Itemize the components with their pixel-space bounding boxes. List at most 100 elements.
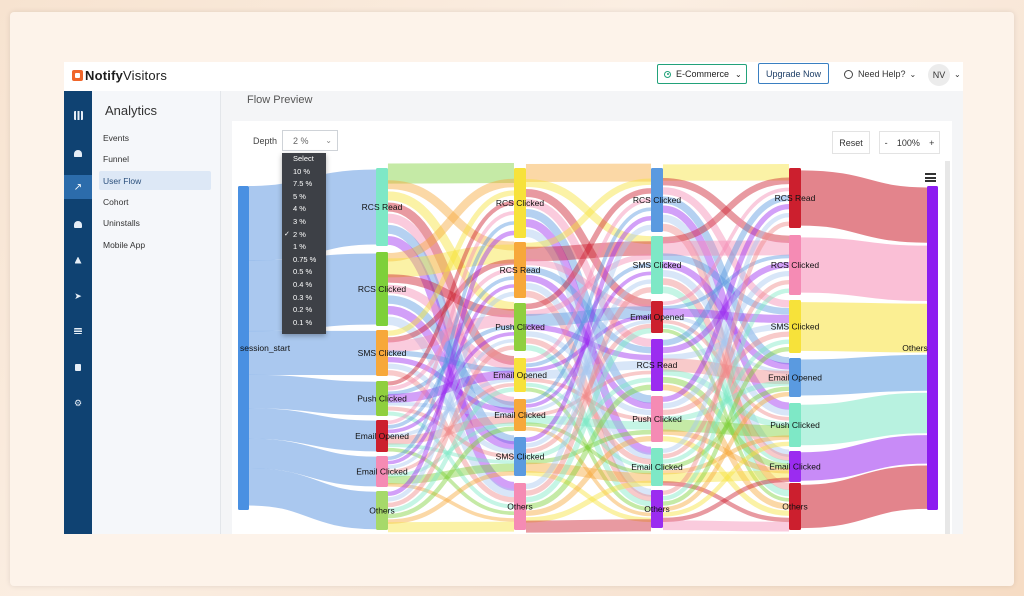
flow-link[interactable] [525, 287, 652, 496]
flow-link[interactable] [525, 209, 652, 404]
sidebar-item-user-flow[interactable]: User Flow [99, 171, 211, 190]
flow-link[interactable] [387, 190, 515, 336]
flow-link[interactable] [525, 198, 652, 363]
flow-node[interactable] [651, 236, 663, 294]
flow-link[interactable] [387, 463, 515, 485]
flow-link[interactable] [662, 435, 790, 475]
flow-link[interactable] [387, 274, 515, 318]
flow-link[interactable] [387, 211, 515, 425]
flow-node[interactable] [514, 358, 526, 392]
flow-link[interactable] [662, 254, 790, 310]
flow-link[interactable] [525, 178, 652, 250]
hierarchy-icon[interactable] [64, 248, 92, 272]
flow-link[interactable] [525, 229, 652, 497]
flow-link[interactable] [387, 325, 515, 396]
flow-link[interactable] [525, 219, 652, 455]
flow-link[interactable] [662, 177, 790, 244]
flow-node[interactable] [651, 339, 663, 391]
flow-node[interactable] [376, 330, 388, 376]
dashboard-icon[interactable] [64, 141, 92, 165]
flow-link[interactable] [525, 266, 652, 354]
flow-link[interactable] [387, 521, 515, 533]
flow-link[interactable] [800, 392, 928, 446]
dropdown-option[interactable]: 3 % [293, 216, 306, 226]
flow-link[interactable] [387, 401, 515, 417]
flow-link[interactable] [662, 386, 790, 470]
flow-link[interactable] [525, 470, 652, 523]
flow-node[interactable] [514, 483, 526, 530]
dropdown-option[interactable]: 0.2 % [293, 305, 313, 315]
flow-node[interactable] [651, 490, 663, 528]
brand-logo[interactable]: NotifyVisitors [72, 68, 167, 83]
flow-link[interactable] [387, 284, 515, 465]
dropdown-option[interactable]: 0.75 % [293, 254, 317, 264]
flow-link[interactable] [387, 382, 515, 474]
sidebar-item-events[interactable]: Events [103, 132, 129, 143]
flow-node[interactable] [514, 399, 526, 431]
flow-link[interactable] [662, 212, 790, 453]
flow-link[interactable] [662, 347, 790, 506]
flow-link[interactable] [387, 305, 515, 450]
flow-link[interactable] [387, 162, 515, 184]
flow-link[interactable] [662, 240, 790, 256]
flow-link[interactable] [662, 288, 790, 501]
flow-link[interactable] [525, 360, 652, 380]
flow-link[interactable] [525, 263, 652, 368]
zoom-in-button[interactable]: + [929, 137, 935, 148]
flow-link[interactable] [800, 170, 928, 243]
flow-link[interactable] [387, 295, 515, 411]
flow-link[interactable] [387, 345, 515, 508]
flow-link[interactable] [248, 374, 377, 416]
dropdown-option[interactable]: 7.5 % [293, 179, 313, 189]
flow-link[interactable] [662, 221, 790, 495]
flow-link[interactable] [387, 284, 515, 370]
flow-link[interactable] [387, 224, 515, 445]
flow-link[interactable] [525, 331, 652, 416]
sidebar-item-funnel[interactable]: Funnel [103, 153, 129, 164]
dropdown-option[interactable]: 1 % [293, 242, 306, 252]
flow-link[interactable] [387, 314, 515, 353]
flow-link[interactable] [525, 282, 652, 460]
flow-link[interactable] [387, 411, 515, 509]
flow-link[interactable] [387, 191, 515, 311]
flow-link[interactable] [387, 178, 515, 262]
flow-link[interactable] [387, 221, 515, 460]
flow-link[interactable] [525, 370, 652, 417]
flow-link[interactable] [525, 480, 652, 523]
dropdown-option[interactable]: 5 % [293, 191, 306, 201]
flow-link[interactable] [662, 470, 790, 483]
flow-link[interactable] [525, 377, 652, 421]
flow-link[interactable] [662, 308, 790, 324]
flow-link[interactable] [662, 331, 790, 416]
flow-link[interactable] [525, 323, 652, 454]
flow-link[interactable] [387, 387, 515, 513]
flow-link[interactable] [662, 187, 790, 308]
flow-node[interactable] [514, 168, 526, 238]
flow-node[interactable] [376, 168, 388, 246]
flow-link[interactable] [662, 253, 790, 315]
flow-link[interactable] [387, 363, 515, 454]
upgrade-button[interactable]: Upgrade Now [758, 63, 829, 84]
flow-link[interactable] [248, 438, 377, 487]
flow-node[interactable] [789, 451, 801, 482]
flow-link[interactable] [387, 276, 515, 429]
flow-link[interactable] [662, 319, 790, 421]
flow-link[interactable] [525, 271, 652, 408]
flow-link[interactable] [662, 392, 790, 512]
flow-link[interactable] [662, 369, 790, 428]
flow-link[interactable] [387, 370, 515, 403]
send-icon[interactable]: ➤ [74, 290, 82, 301]
flow-node[interactable] [927, 186, 938, 510]
flow-link[interactable] [662, 203, 790, 402]
flow-link[interactable] [387, 470, 515, 524]
flow-link[interactable] [248, 468, 377, 530]
flow-node[interactable] [789, 235, 801, 295]
flow-link[interactable] [525, 253, 652, 317]
flow-link[interactable] [525, 199, 652, 347]
flow-link[interactable] [387, 291, 515, 502]
flow-link[interactable] [662, 380, 790, 422]
grid-icon[interactable] [64, 103, 92, 127]
flow-link[interactable] [387, 406, 515, 459]
reset-button[interactable]: Reset [832, 131, 870, 154]
flow-link[interactable] [662, 262, 790, 354]
